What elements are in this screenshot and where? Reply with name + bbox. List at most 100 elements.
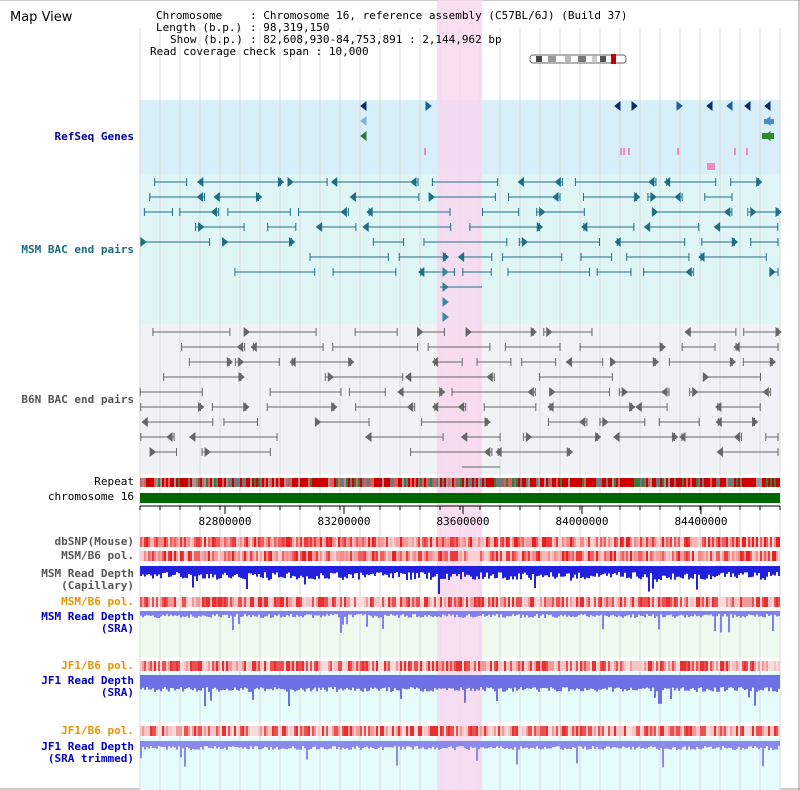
- polymorphism-density: [618, 551, 620, 561]
- repeat-mark: [192, 478, 194, 487]
- polymorphism-density: [292, 726, 294, 736]
- polymorphism-density: [694, 726, 696, 736]
- read-depth-bar: [766, 675, 768, 688]
- polymorphism-density: [762, 661, 764, 671]
- read-depth-bar: [142, 675, 144, 688]
- read-depth-bar: [586, 741, 588, 750]
- track-label-b6n-bac[interactable]: B6N BAC end pairs: [21, 393, 134, 406]
- read-depth-bar: [622, 675, 624, 692]
- polymorphism-density: [440, 661, 442, 671]
- track-label-msm-b6-pol-sra[interactable]: MSM/B6 pol.: [61, 595, 134, 608]
- polymorphism-density: [192, 597, 194, 607]
- polymorphism-density: [240, 726, 242, 736]
- polymorphism-density: [290, 537, 292, 547]
- read-depth-bar: [598, 611, 600, 616]
- polymorphism-density: [770, 661, 772, 671]
- polymorphism-density: [502, 551, 504, 561]
- read-depth-bar: [754, 611, 756, 617]
- read-depth-bar: [528, 675, 530, 689]
- read-depth-bar: [526, 611, 528, 616]
- polymorphism-density: [356, 597, 358, 607]
- repeat-mark: [402, 478, 404, 487]
- polymorphism-density: [580, 597, 582, 607]
- polymorphism-density: [522, 661, 524, 671]
- repeat-mark: [458, 478, 460, 487]
- polymorphism-density: [208, 661, 210, 671]
- polymorphism-density: [656, 661, 658, 671]
- read-depth-bar: [290, 741, 292, 749]
- read-depth-bar: [704, 611, 706, 615]
- track-label-msm-depth-capillary[interactable]: MSM Read Depth (Capillary): [41, 568, 134, 592]
- polymorphism-density: [510, 537, 512, 547]
- polymorphism-density: [218, 661, 220, 671]
- read-depth-bar: [506, 741, 508, 748]
- polymorphism-density: [634, 661, 636, 671]
- track-label-jf1-depth-trimmed[interactable]: JF1 Read Depth (SRA trimmed): [41, 741, 134, 765]
- polymorphism-density: [564, 551, 566, 561]
- polymorphism-density: [776, 597, 778, 607]
- read-depth-bar: [550, 741, 552, 749]
- polymorphism-density: [628, 661, 630, 671]
- track-label-refseq[interactable]: RefSeq Genes: [54, 130, 134, 143]
- read-depth-bar: [300, 566, 302, 576]
- polymorphism-density: [734, 537, 736, 547]
- b6n-bac-end-pair: [237, 356, 245, 368]
- read-depth-bar: [350, 675, 352, 691]
- read-depth-bar: [754, 566, 756, 573]
- polymorphism-density: [188, 726, 190, 736]
- polymorphism-density: [608, 551, 610, 561]
- polymorphism-density: [688, 551, 690, 561]
- track-label-msm-b6-pol[interactable]: MSM/B6 pol.: [61, 549, 134, 562]
- read-depth-bar: [668, 566, 670, 578]
- polymorphism-density: [662, 726, 664, 736]
- msm-bac-end-pair: [698, 251, 705, 263]
- read-depth-bar: [700, 741, 702, 750]
- read-depth-bar: [694, 566, 696, 574]
- b6n-bac-end-pair: [439, 386, 446, 398]
- read-depth-bar: [634, 675, 636, 691]
- polymorphism-density: [526, 537, 528, 547]
- track-label-jf1-b6-pol-trimmed[interactable]: JF1/B6 pol.: [61, 724, 134, 737]
- track-label-jf1-b6-pol[interactable]: JF1/B6 pol.: [61, 659, 134, 672]
- read-depth-bar: [642, 675, 644, 689]
- polymorphism-density: [470, 537, 472, 547]
- track-label-dbsnp[interactable]: dbSNP(Mouse): [54, 535, 134, 548]
- read-depth-bar: [680, 566, 682, 578]
- b6n-bac-end-pair: [762, 386, 769, 398]
- repeat-mark: [764, 478, 766, 487]
- polymorphism-density: [676, 597, 678, 607]
- polymorphism-density: [736, 537, 738, 547]
- polymorphism-density: [588, 597, 590, 607]
- polymorphism-density: [488, 661, 490, 671]
- polymorphism-density: [338, 726, 340, 736]
- track-label-jf1-depth-sra[interactable]: JF1 Read Depth (SRA): [41, 675, 134, 699]
- polymorphism-density: [248, 726, 250, 736]
- read-depth-bar: [222, 675, 224, 690]
- repeat-mark: [542, 478, 544, 487]
- b6n-bac-end-pair: [621, 386, 628, 398]
- polymorphism-density: [418, 597, 420, 607]
- polymorphism-density: [154, 597, 156, 607]
- read-depth-bar: [714, 675, 716, 688]
- polymorphism-density: [634, 597, 636, 607]
- repeat-mark: [274, 478, 276, 487]
- read-depth-bar: [168, 675, 170, 692]
- polymorphism-density: [368, 597, 370, 607]
- track-label-msm-depth-sra[interactable]: MSM Read Depth (SRA): [41, 611, 134, 635]
- polymorphism-density: [406, 551, 408, 561]
- polymorphism-density: [576, 726, 578, 736]
- polymorphism-density: [540, 661, 542, 671]
- repeat-mark: [234, 478, 236, 487]
- read-depth-bar: [318, 675, 320, 688]
- polymorphism-density: [730, 551, 732, 561]
- repeat-mark: [668, 478, 670, 487]
- polymorphism-density: [148, 726, 150, 736]
- repeat-mark: [768, 478, 770, 487]
- track-label-msm-bac[interactable]: MSM BAC end pairs: [21, 243, 134, 256]
- read-depth-bar: [690, 675, 692, 689]
- chromosome-label: Chromosome: [156, 9, 223, 22]
- polymorphism-density: [548, 726, 550, 736]
- read-depth-bar: [734, 611, 736, 615]
- polymorphism-density: [644, 726, 646, 736]
- polymorphism-density: [732, 551, 734, 561]
